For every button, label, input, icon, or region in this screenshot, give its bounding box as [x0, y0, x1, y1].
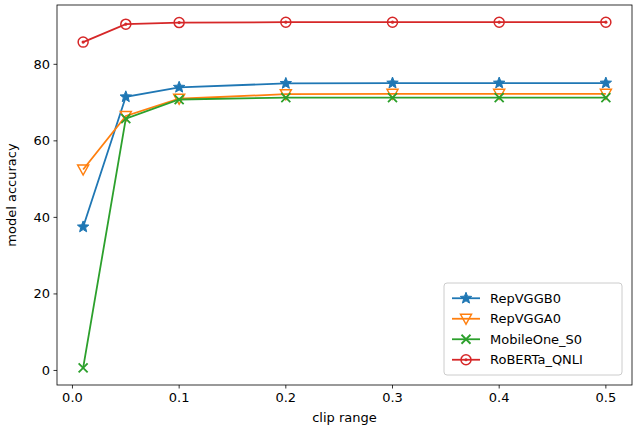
marker-ring	[601, 17, 611, 27]
x-tick-label: 0.5	[596, 390, 617, 405]
point	[79, 363, 88, 372]
point	[281, 17, 291, 27]
point	[601, 93, 610, 102]
y-tick-label: 40	[33, 210, 50, 225]
point	[494, 17, 504, 27]
point	[77, 221, 88, 232]
x-tick	[72, 385, 73, 389]
marker-ring	[461, 355, 471, 365]
x-tick	[179, 385, 180, 389]
marker-ring	[78, 37, 88, 47]
marker-ring	[494, 17, 504, 27]
x-tick	[499, 385, 500, 389]
point	[600, 77, 611, 88]
point	[121, 114, 130, 123]
legend-marker	[461, 355, 471, 365]
y-tick-label: 80	[33, 57, 50, 72]
y-axis-label: model accuracy	[4, 143, 19, 247]
point	[388, 93, 397, 102]
legend-marker	[460, 292, 471, 303]
marker-dot	[82, 41, 85, 44]
point	[121, 19, 131, 29]
legend-label: MobileOne_S0	[490, 332, 582, 347]
x-tick-label: 0.2	[275, 390, 296, 405]
y-tick	[54, 293, 58, 294]
x-tick-label: 0.1	[169, 390, 190, 405]
legend-label: RoBERTa_QNLI	[490, 352, 583, 367]
x-axis-label: clip range	[312, 410, 377, 425]
y-tick-label: 20	[33, 286, 50, 301]
plot-frame	[57, 5, 632, 385]
legend-marker	[462, 335, 471, 344]
marker-ring	[281, 17, 291, 27]
point	[175, 95, 184, 104]
legend-box	[444, 283, 622, 375]
y-tick-label: 60	[33, 133, 50, 148]
chart: 0.0 0.1 0.2 0.3 0.4 0.5 0 20 40 60 80 clip range mod…	[0, 0, 640, 433]
point	[174, 18, 184, 28]
x-tick	[392, 385, 393, 389]
point	[387, 77, 398, 88]
legend: RepVGGB0 RepVGGA0 MobileOne_S0 RoBERTa_QNLI	[444, 283, 622, 375]
y-tick	[54, 217, 58, 218]
legend-label: RepVGGA0	[490, 311, 561, 326]
legend-marker	[461, 314, 472, 324]
point	[281, 93, 290, 102]
marker-dot	[464, 358, 467, 361]
point	[173, 81, 184, 92]
point	[120, 91, 131, 102]
y-tick	[54, 140, 58, 141]
marker-ring	[174, 18, 184, 28]
series-line	[83, 22, 606, 42]
point	[601, 17, 611, 27]
marker-dot	[391, 21, 394, 24]
legend-label: RepVGGB0	[490, 291, 561, 306]
marker-ring	[121, 19, 131, 29]
x-tick	[285, 385, 286, 389]
x-tick	[605, 385, 606, 389]
x-tick-label: 0.0	[62, 390, 83, 405]
y-tick-label: 0	[42, 363, 50, 378]
y-tick	[54, 64, 58, 65]
point	[78, 37, 88, 47]
marker-dot	[124, 23, 127, 26]
x-tick-label: 0.3	[382, 390, 403, 405]
marker-dot	[604, 21, 607, 24]
series-line	[83, 83, 606, 227]
point	[388, 17, 398, 27]
marker-ring	[388, 17, 398, 27]
y-tick	[54, 370, 58, 371]
marker-dot	[178, 21, 181, 24]
point	[493, 77, 504, 88]
marker-dot	[284, 21, 287, 24]
x-tick-label: 0.4	[489, 390, 510, 405]
point	[280, 77, 291, 88]
marker-dot	[498, 21, 501, 24]
point	[78, 165, 89, 175]
plot-area	[77, 17, 611, 372]
legend-line	[452, 318, 480, 320]
legend-line	[452, 359, 480, 361]
point	[495, 93, 504, 102]
